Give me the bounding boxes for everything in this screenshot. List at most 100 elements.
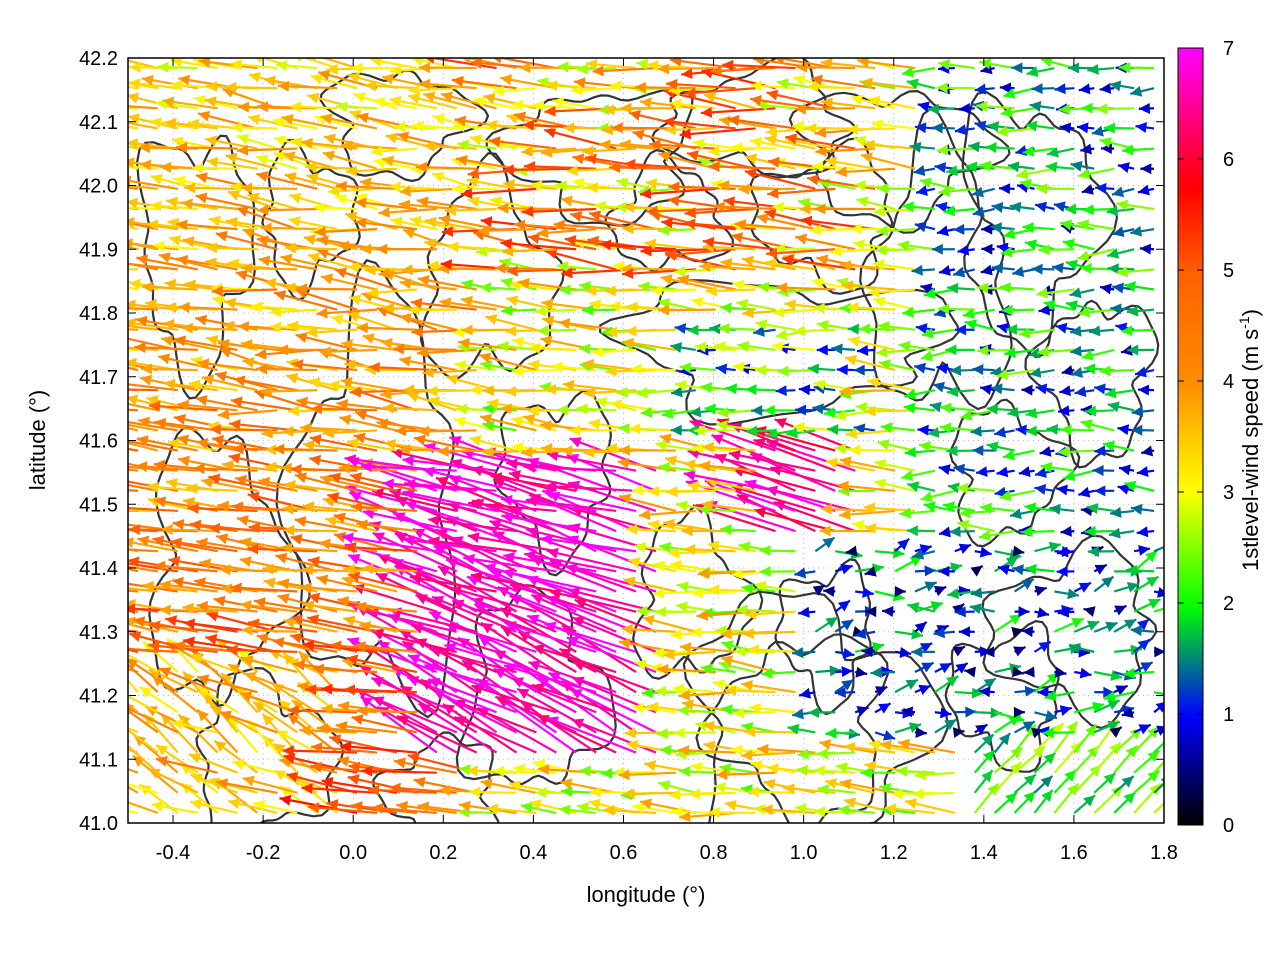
wind-vector — [467, 532, 557, 553]
wind-vector — [978, 530, 1015, 541]
wind-vector — [1034, 710, 1058, 721]
wind-vector — [1004, 347, 1035, 358]
wind-vector — [661, 408, 696, 420]
wind-vector — [785, 133, 856, 150]
wind-vector — [901, 66, 936, 78]
wind-vector — [962, 308, 995, 320]
wind-vector — [158, 252, 218, 271]
wind-vector — [1056, 484, 1075, 496]
wind-vector — [389, 95, 438, 110]
wind-vector — [351, 62, 397, 74]
wind-vector — [473, 603, 557, 653]
wind-vector — [128, 348, 139, 352]
wind-vector — [195, 394, 258, 412]
wind-vector — [720, 257, 776, 271]
wind-vector — [913, 362, 936, 374]
wind-vector — [182, 670, 219, 713]
wind-vector — [195, 192, 258, 211]
wind-vector — [945, 344, 975, 356]
wind-vector — [897, 240, 936, 252]
wind-vector — [283, 151, 338, 170]
wind-vector — [749, 137, 796, 150]
wind-vector — [952, 602, 965, 616]
wind-vector — [834, 687, 856, 699]
wind-vector — [530, 180, 577, 192]
wind-vector — [354, 641, 417, 653]
wind-vector — [993, 761, 1023, 794]
wind-vector — [839, 456, 896, 472]
wind-vector — [764, 208, 836, 231]
wind-vector — [1153, 586, 1164, 598]
wind-vector — [177, 399, 238, 412]
wind-vector — [347, 311, 398, 331]
wind-vector — [152, 535, 218, 553]
wind-vector — [128, 483, 159, 492]
wind-vector — [618, 493, 677, 513]
wind-vector — [480, 360, 517, 372]
wind-vector — [137, 535, 198, 553]
wind-vector — [1133, 575, 1160, 593]
wind-vector — [1093, 720, 1121, 734]
wind-vector — [798, 384, 816, 396]
wind-vector — [319, 474, 378, 492]
wind-vector — [708, 161, 776, 173]
wind-vector — [620, 102, 676, 114]
wind-vector — [526, 614, 617, 653]
wind-vector — [661, 217, 736, 231]
wind-vector — [970, 564, 984, 577]
wind-vector — [902, 306, 936, 318]
wind-vector — [208, 522, 278, 534]
wind-vector — [943, 205, 975, 217]
wind-vector — [969, 603, 995, 615]
wind-vector — [630, 363, 676, 375]
wind-vector — [162, 96, 218, 110]
wind-vector — [1099, 83, 1115, 95]
wind-vector — [644, 238, 696, 251]
wind-vector — [316, 574, 378, 593]
wind-vector — [827, 424, 856, 436]
wind-vector — [668, 181, 736, 193]
wind-vector — [821, 97, 876, 110]
wind-vector — [306, 326, 358, 338]
wind-vector — [177, 713, 219, 754]
wind-vector — [253, 800, 298, 815]
wind-vector — [356, 705, 417, 717]
colorbar-tick-label: 7 — [1223, 38, 1234, 60]
y-tick-label: 41.5 — [79, 494, 118, 516]
wind-vector — [914, 726, 927, 738]
wind-vector — [1153, 741, 1164, 754]
wind-vector — [823, 585, 836, 597]
wind-vector — [934, 162, 955, 174]
wind-vector — [309, 434, 378, 452]
wind-vector — [820, 503, 876, 515]
wind-vector — [692, 443, 736, 455]
wind-vector — [1073, 723, 1098, 754]
wind-vector — [754, 580, 796, 593]
wind-vector — [1113, 581, 1140, 593]
wind-vector — [1038, 244, 1075, 256]
wind-vector — [936, 225, 956, 237]
wind-vector — [1084, 526, 1115, 538]
wind-vector — [287, 705, 358, 717]
wind-vector — [557, 61, 597, 73]
wind-vector — [191, 162, 238, 174]
wind-vector — [794, 567, 816, 579]
colorbar: 0 1 2 3 4 5 6 7 1stlevel-wind speed (m s-1) — [1177, 38, 1263, 837]
wind-vector — [599, 239, 676, 251]
wind-vector — [1069, 325, 1095, 337]
wind-vector — [299, 582, 358, 594]
wind-vector — [980, 264, 995, 276]
wind-vector — [444, 204, 497, 216]
wind-vector — [938, 464, 956, 475]
wind-vector — [546, 80, 597, 92]
wind-vector — [1136, 526, 1155, 538]
wind-vector — [136, 254, 198, 271]
wind-vector — [294, 472, 358, 492]
wind-vector — [741, 583, 776, 595]
wind-vector — [1093, 772, 1117, 794]
wind-vector — [1137, 184, 1155, 196]
wind-vector — [1138, 102, 1155, 114]
wind-vector — [413, 434, 477, 452]
wind-vector — [408, 304, 457, 316]
wind-vector — [914, 769, 955, 781]
